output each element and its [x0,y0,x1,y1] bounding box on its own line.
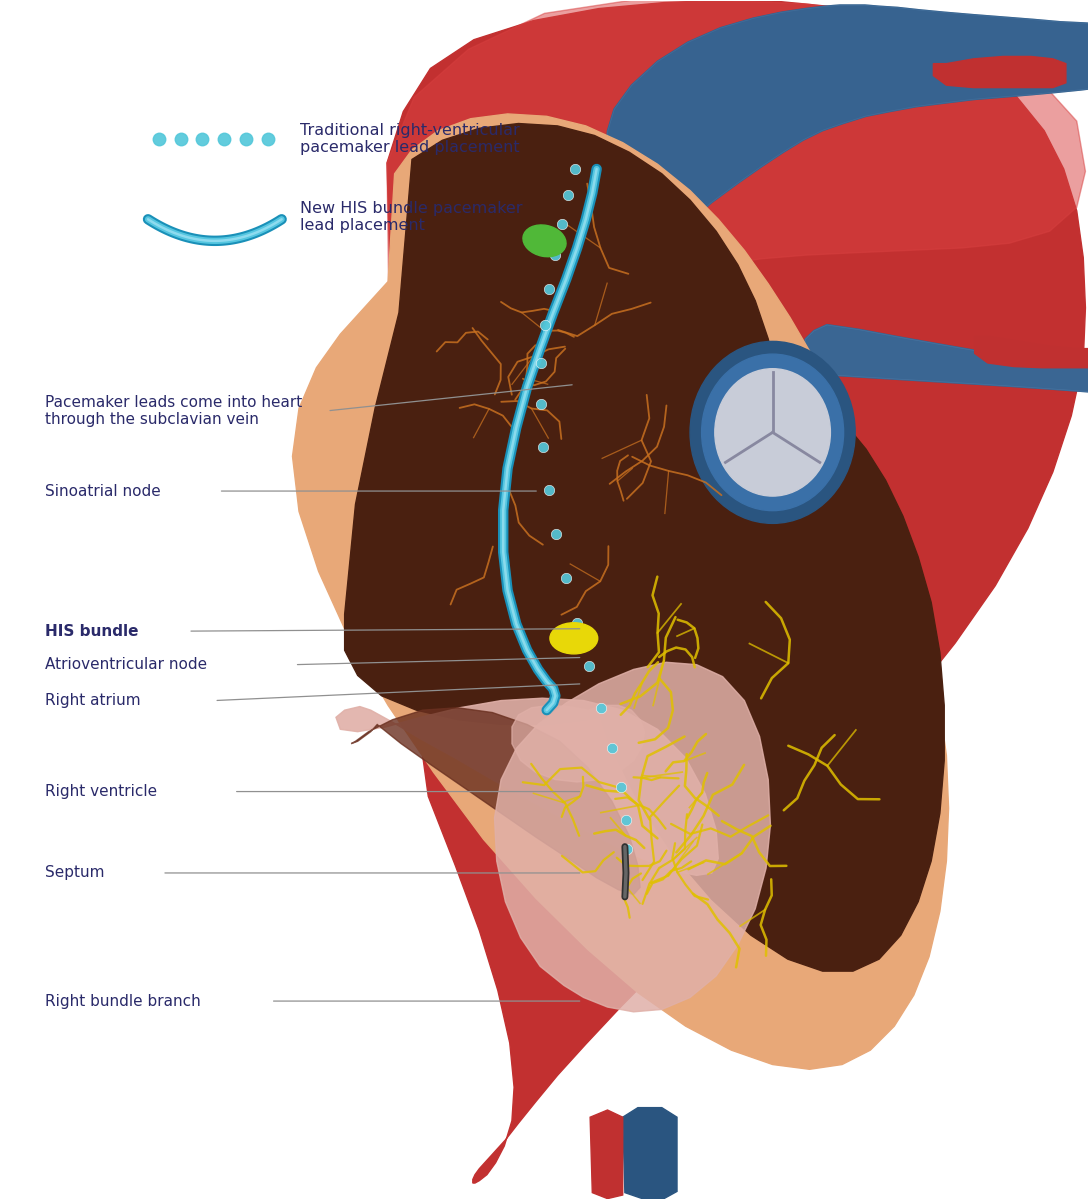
Text: HIS bundle: HIS bundle [45,624,138,638]
Polygon shape [344,124,781,725]
Text: Traditional right-ventricular
pacemaker lead placement: Traditional right-ventricular pacemaker … [301,122,519,155]
Circle shape [690,341,855,523]
Text: New HIS bundle pacemaker
lead placement: New HIS bundle pacemaker lead placement [301,200,523,233]
Polygon shape [293,114,949,1069]
Polygon shape [351,708,640,894]
Text: Right bundle branch: Right bundle branch [45,994,200,1008]
Polygon shape [335,698,719,875]
Polygon shape [582,384,944,971]
Ellipse shape [523,224,566,257]
Text: Right atrium: Right atrium [45,694,140,708]
Polygon shape [387,0,1086,584]
Text: Atrioventricular node: Atrioventricular node [45,658,207,672]
Polygon shape [803,325,1089,398]
Circle shape [714,368,831,496]
Text: Right ventricle: Right ventricle [45,784,157,799]
Text: Septum: Septum [45,865,105,881]
Polygon shape [590,1110,623,1199]
Circle shape [701,354,844,511]
Polygon shape [803,325,1089,398]
Polygon shape [540,5,1089,617]
Polygon shape [623,1108,677,1199]
Text: Sinoatrial node: Sinoatrial node [45,484,160,498]
Polygon shape [512,706,645,782]
Polygon shape [933,56,1066,88]
Polygon shape [975,337,1089,367]
Polygon shape [494,662,770,1012]
Text: Pacemaker leads come into heart
through the subclavian vein: Pacemaker leads come into heart through … [45,395,302,427]
Polygon shape [540,5,1089,617]
Polygon shape [605,150,714,516]
Polygon shape [387,0,1086,1183]
Ellipse shape [550,623,598,654]
